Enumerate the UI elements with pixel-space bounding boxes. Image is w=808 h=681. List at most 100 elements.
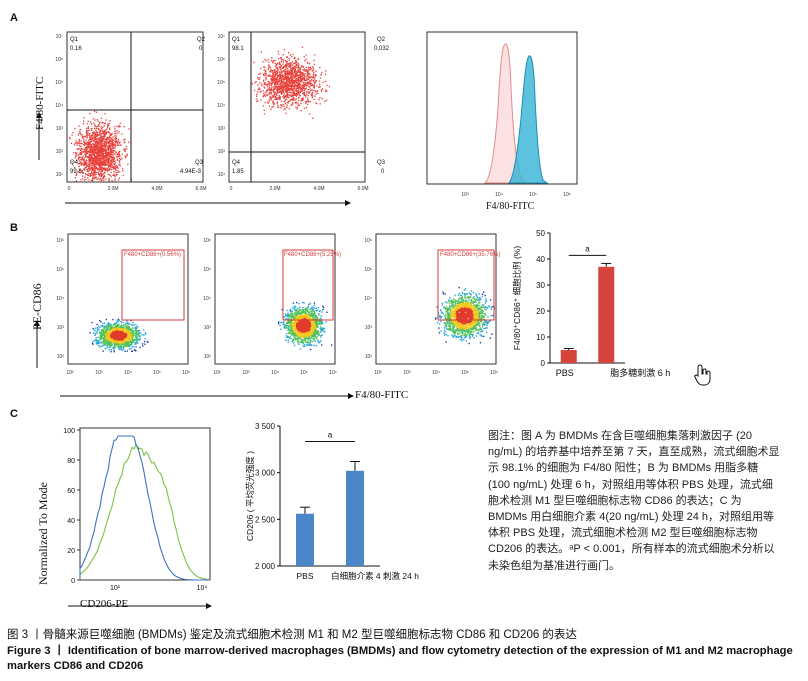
data-point [122,174,124,177]
data-point [298,303,300,305]
data-point [93,165,96,168]
data-point [117,320,119,323]
data-point [288,322,291,324]
data-point [276,87,278,89]
data-point [285,98,288,101]
data-point [292,92,294,94]
data-point [94,149,97,151]
data-point [276,72,278,74]
data-point [325,99,328,101]
a2-q3-label: Q3 [377,160,386,166]
data-point [121,153,123,155]
data-point [308,86,310,88]
data-point [275,78,277,80]
data-point [277,97,279,99]
data-point [107,136,109,138]
data-point [104,151,107,153]
data-point [100,147,102,149]
data-point [110,340,112,342]
data-point [312,70,314,72]
y-tick-label: 10¹ [56,172,64,178]
data-point [95,153,98,155]
data-point [114,135,116,137]
data-point [265,77,267,79]
data-point [313,322,315,325]
data-point [107,173,109,175]
data-point [96,160,98,162]
data-point [305,54,307,56]
data-point [90,159,92,161]
data-point [328,86,331,88]
data-point [116,154,119,156]
data-point [115,156,118,158]
data-point [282,82,284,85]
data-point [274,93,276,96]
data-point [134,335,137,338]
data-point [104,159,106,161]
data-point [278,58,280,60]
data-point [119,165,121,167]
data-point [292,90,294,92]
data-point [305,93,307,95]
data-point [112,144,114,146]
data-point [126,330,128,333]
data-point [124,342,126,345]
data-point [270,88,272,90]
data-point [95,161,97,163]
data-point [114,138,116,141]
data-point [109,345,112,347]
data-point [138,333,140,335]
y-tick-label: 10² [56,149,64,155]
data-point [279,79,281,81]
data-point [300,87,302,89]
data-point [98,146,100,148]
data-point [279,88,281,90]
data-point [303,56,305,58]
a1-q4-value: 99.8 [70,169,82,175]
data-point [288,79,290,82]
data-point [123,341,125,344]
data-point [295,106,297,108]
data-point [92,118,95,120]
data-point [101,328,104,331]
data-point [320,322,322,325]
data-point [316,309,319,311]
data-point [144,333,147,335]
data-point [269,74,271,76]
data-point [285,84,287,86]
data-point [293,91,295,93]
data-point [95,145,97,147]
data-point [86,141,88,143]
data-point [112,158,114,160]
data-point [89,175,91,177]
data-point [303,75,306,77]
data-point [120,326,122,328]
data-point [127,329,129,332]
data-point [139,346,141,349]
data-point [104,147,107,149]
data-point [96,327,99,329]
data-point [99,173,102,175]
data-point [284,88,286,90]
data-point [94,144,96,146]
data-point [115,152,117,154]
data-point [283,108,285,111]
data-point [298,97,300,99]
data-point [282,54,284,56]
data-point [293,313,296,315]
data-point [101,140,103,143]
data-point [265,60,267,62]
data-point [102,145,105,147]
data-point [91,151,93,153]
data-point [315,80,317,82]
data-point [82,155,84,157]
data-point [270,75,272,77]
data-point [114,179,116,182]
data-point [95,177,97,179]
data-point [118,171,121,173]
data-point [135,324,137,326]
data-point [119,342,121,344]
data-point [269,93,271,95]
data-point [105,327,107,329]
data-point [308,62,311,65]
